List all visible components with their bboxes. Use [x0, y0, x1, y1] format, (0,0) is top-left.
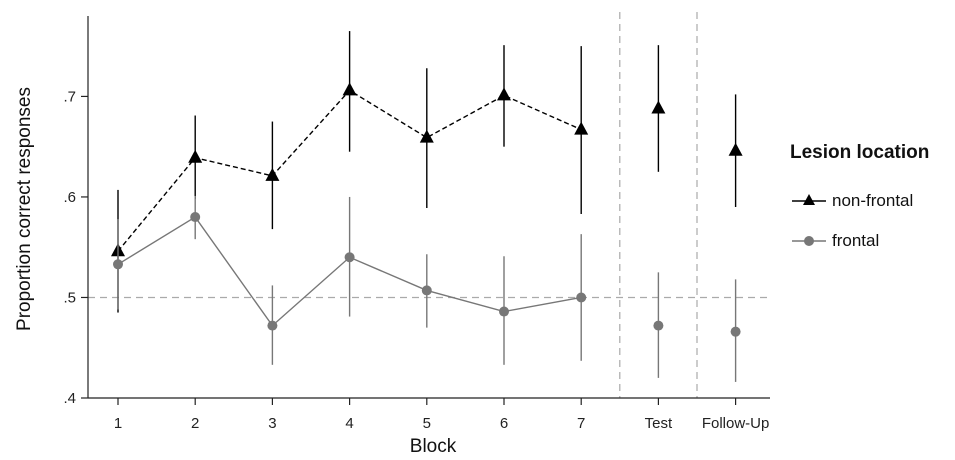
- y-tick-label: .7: [63, 88, 76, 105]
- data-point-marker: [651, 100, 666, 114]
- series-frontal: [113, 195, 741, 382]
- data-point-marker: [267, 320, 278, 331]
- y-tick-label: .5: [63, 289, 76, 306]
- x-tick-label: 7: [577, 415, 585, 432]
- data-point-marker: [499, 306, 509, 317]
- data-point-marker: [576, 292, 587, 303]
- y-tick-label: .4: [63, 390, 76, 407]
- y-axis-title: Proportion correct responses: [14, 87, 35, 331]
- y-axis-ticks: .4 .5 .6 .7: [63, 88, 88, 407]
- x-axis-title: Block: [410, 436, 457, 457]
- legend-item-frontal: frontal: [790, 228, 929, 254]
- legend-label-non-frontal: non-frontal: [832, 191, 914, 210]
- x-tick-label: 1: [114, 415, 122, 432]
- axes: [87, 16, 770, 399]
- legend: Lesion location non-frontal frontal: [790, 142, 929, 268]
- data-point-marker: [190, 212, 201, 223]
- data-point-marker: [344, 252, 355, 263]
- reference-lines: [88, 12, 770, 398]
- x-tick-label: 5: [423, 415, 431, 432]
- data-point-marker: [419, 129, 434, 143]
- data-point-marker: [653, 320, 664, 331]
- data-point-marker: [730, 326, 741, 337]
- data-point-marker: [188, 149, 203, 163]
- x-tick-label: Test: [645, 415, 673, 432]
- x-tick-label: 6: [500, 415, 508, 432]
- x-tick-label: 2: [191, 415, 199, 432]
- x-tick-label: 3: [268, 415, 276, 432]
- legend-label-frontal: frontal: [832, 231, 880, 250]
- data-point-marker: [497, 87, 511, 101]
- data-point-marker: [728, 142, 743, 156]
- y-tick-label: .6: [63, 189, 76, 206]
- x-axis-ticks: 1 2 3 4 5 6 7 Test Follow-Up: [114, 398, 770, 432]
- data-point-marker: [421, 285, 432, 296]
- data-point-marker: [342, 82, 357, 96]
- series-layer: [111, 31, 743, 382]
- data-point-marker: [265, 167, 280, 181]
- x-tick-label: 4: [345, 415, 353, 432]
- legend-item-non-frontal: non-frontal: [790, 188, 929, 214]
- data-point-marker: [574, 121, 589, 135]
- x-tick-label: Follow-Up: [702, 415, 770, 432]
- triangle-marker-icon: [792, 194, 826, 205]
- legend-title: Lesion location: [790, 142, 930, 163]
- circle-marker-icon: [792, 236, 826, 246]
- data-point-marker: [113, 259, 123, 270]
